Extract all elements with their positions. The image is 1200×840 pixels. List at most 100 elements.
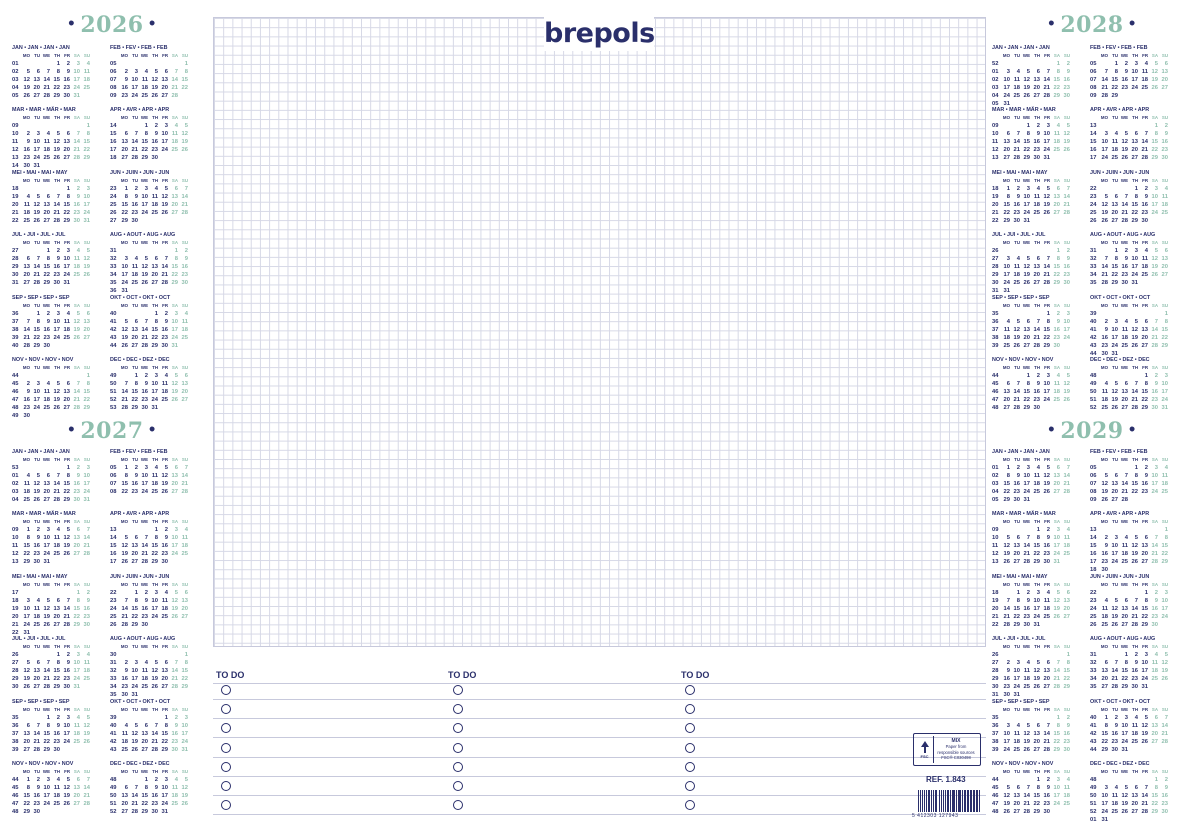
week-number: 25: [1090, 209, 1097, 216]
day-number: 4: [1164, 465, 1168, 471]
day-number: 20: [33, 676, 40, 683]
day-number: 3: [36, 131, 40, 138]
day-number: 12: [1101, 481, 1108, 487]
week-number: 26: [992, 248, 999, 255]
todo-checkbox[interactable]: [453, 781, 463, 791]
empty-day: [1109, 185, 1119, 193]
weekday-header: MO: [120, 457, 128, 462]
todo-checkbox[interactable]: [221, 685, 231, 695]
todo-checkbox[interactable]: [685, 742, 695, 753]
day-number: 17: [1111, 334, 1118, 341]
week-number: 45: [992, 785, 999, 791]
todo-checkbox[interactable]: [453, 800, 463, 811]
todo-checkbox[interactable]: [453, 723, 463, 734]
day-number: 17: [1111, 551, 1118, 558]
todo-checkbox[interactable]: [685, 761, 695, 772]
todo-checkbox[interactable]: [221, 761, 231, 772]
day-number: 7: [124, 597, 128, 604]
day-number: 10: [23, 605, 30, 612]
week-number: 43: [110, 746, 117, 753]
day-number: 7: [1026, 535, 1030, 542]
todo-checkbox[interactable]: [685, 800, 695, 811]
week-number: 28: [992, 668, 999, 675]
todo-checkbox[interactable]: [221, 704, 231, 715]
day-number: 22: [1111, 85, 1118, 91]
empty-day: [61, 808, 71, 816]
todo-checkbox[interactable]: [685, 704, 695, 715]
day-number: 16: [151, 139, 158, 146]
day-number: 3: [36, 381, 40, 387]
day-number: 15: [1063, 668, 1070, 675]
day-number: 5: [1036, 660, 1040, 667]
day-number: 31: [83, 217, 90, 224]
empty-day: [119, 372, 129, 380]
week-number: 12: [992, 551, 999, 558]
todo-checkbox[interactable]: [221, 742, 231, 753]
day-number: 9: [1066, 69, 1070, 75]
month-calendar: JUN • JUIN • JUN • JUN MO TU WE TH FR SA SU 22 1 2…: [110, 573, 202, 633]
day-number: 10: [83, 193, 90, 200]
weekday-header: MO: [22, 644, 30, 650]
day-number: 2: [1154, 373, 1158, 379]
week-number: 08: [110, 85, 117, 91]
todo-checkbox[interactable]: [221, 781, 231, 791]
todo-checkbox[interactable]: [221, 723, 231, 734]
day-number: 10: [1101, 139, 1108, 146]
day-number: 30: [141, 405, 148, 411]
week-number: 30: [12, 272, 19, 279]
weekday-header: TU: [1014, 365, 1020, 370]
week-number: 19: [12, 193, 19, 200]
day-number: 3: [154, 373, 158, 379]
day-number: 9: [56, 256, 60, 263]
empty-day: [1139, 122, 1149, 130]
month-days-grid: MO TU WE TH FR SA SU 35 1 2 36 3 4 5 6 7 8 9 37 10 11 12 13 14 1…: [992, 706, 1084, 754]
weekday-header: FR: [162, 53, 168, 58]
day-number: 6: [1124, 597, 1128, 604]
day-number: 5: [86, 248, 90, 255]
week-number: 33: [110, 264, 117, 271]
day-number: 8: [1134, 473, 1138, 479]
todo-checkbox[interactable]: [453, 742, 463, 753]
day-number: 18: [181, 326, 188, 333]
todo-checkbox[interactable]: [453, 685, 463, 695]
day-number: 26: [1023, 93, 1030, 99]
day-number: 23: [53, 738, 60, 745]
todo-checkbox[interactable]: [685, 723, 695, 734]
barcode-bar: [961, 790, 963, 812]
day-number: 13: [1111, 201, 1118, 208]
todo-checkbox[interactable]: [685, 781, 695, 791]
todo-checkbox[interactable]: [453, 761, 463, 772]
weekday-header: SA: [73, 240, 80, 246]
day-number: 28: [83, 551, 90, 558]
todo-checkbox[interactable]: [221, 800, 231, 811]
day-number: 25: [161, 613, 168, 620]
day-number: 16: [73, 481, 80, 487]
day-number: 14: [1141, 793, 1148, 799]
weekday-header: TU: [34, 581, 40, 587]
day-number: 8: [1056, 722, 1060, 729]
day-number: 4: [1056, 373, 1060, 379]
day-number: 18: [43, 147, 50, 154]
day-number: 4: [1154, 652, 1158, 659]
day-number: 8: [1026, 381, 1030, 387]
weekday-header: TH: [1132, 365, 1138, 370]
todo-checkbox[interactable]: [685, 685, 695, 695]
day-number: 21: [73, 397, 80, 403]
day-number: 5: [184, 123, 188, 130]
week-number: 10: [12, 131, 19, 138]
month-name: DEC • DEC • DEZ • DEC: [110, 357, 170, 363]
weekday-header: TH: [1034, 644, 1040, 650]
empty-day: [169, 621, 179, 629]
todo-checkbox[interactable]: [453, 704, 463, 715]
week-number: 15: [1090, 139, 1097, 146]
week-number: 49: [1090, 381, 1097, 387]
weekday-header: TU: [34, 706, 40, 712]
weekday-header: TU: [34, 53, 40, 58]
month-name: NOV • NOV • NOV • NOV: [12, 761, 74, 767]
day-number: 14: [1101, 77, 1108, 83]
day-number: 4: [154, 185, 158, 192]
weekday-header: FR: [64, 302, 70, 308]
week-number: 31: [1090, 652, 1097, 659]
day-number: 6: [46, 473, 50, 479]
week-number: 07: [110, 481, 117, 487]
